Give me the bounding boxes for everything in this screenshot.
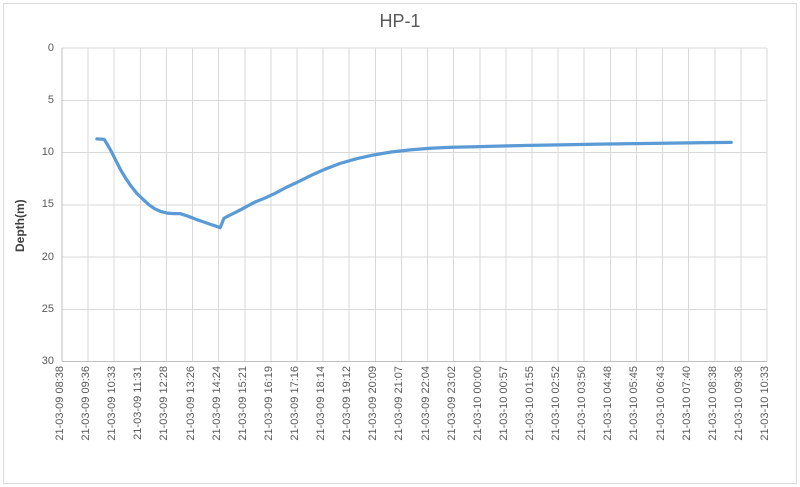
y-tick-label: 30 <box>41 355 54 367</box>
x-tick-label: 21-03-09 09:36 <box>80 366 93 441</box>
x-tick-label: 21-03-09 18:14 <box>315 366 328 441</box>
x-tick-label: 21-03-09 14:24 <box>210 366 223 441</box>
chart-border-frame <box>3 3 797 484</box>
x-tick-label: 21-03-09 08:38 <box>54 366 66 441</box>
y-tick-label: 25 <box>41 302 54 315</box>
y-tick-label: 20 <box>41 250 54 263</box>
x-tick-label: 21-03-09 19:12 <box>341 366 354 441</box>
y-tick-label: 0 <box>47 41 54 54</box>
x-tick-label: 21-03-10 08:38 <box>706 366 719 441</box>
series-line-hp1 <box>95 137 733 230</box>
x-tick-label: 21-03-10 00:57 <box>497 366 510 441</box>
x-tick-label: 21-03-10 09:36 <box>732 366 745 441</box>
x-tick-label: 21-03-10 07:40 <box>680 366 693 441</box>
x-tick-label: 21-03-09 17:16 <box>289 366 301 441</box>
x-tick-label: 21-03-09 11:31 <box>132 366 145 440</box>
x-tick-label: 21-03-09 12:28 <box>158 366 171 441</box>
y-tick-label: 5 <box>47 93 54 106</box>
x-tick-label: 21-03-09 22:04 <box>419 366 432 441</box>
x-tick-label: 21-03-10 00:00 <box>471 366 484 441</box>
x-tick-label: 21-03-09 13:26 <box>184 366 197 441</box>
x-tick-label: 21-03-10 05:45 <box>628 366 641 441</box>
x-tick-label: 21-03-09 23:02 <box>445 366 458 441</box>
x-tick-label: 21-03-10 10:33 <box>759 366 771 441</box>
x-tick-label: 21-03-09 20:09 <box>367 366 380 441</box>
x-tick-label: 21-03-10 03:50 <box>576 366 589 441</box>
y-tick-label: 10 <box>41 146 54 158</box>
chart-title: HP-1 <box>379 11 421 31</box>
x-tick-label: 21-03-09 15:21 <box>236 366 249 441</box>
x-tick-label: 21-03-10 01:55 <box>524 366 536 441</box>
x-tick-label: 21-03-10 04:48 <box>602 366 615 441</box>
x-tick-label: 21-03-09 21:07 <box>393 366 406 441</box>
x-tick-label: 21-03-09 10:33 <box>106 366 119 441</box>
x-tick-label: 21-03-09 16:19 <box>262 366 275 441</box>
x-tick-label: 21-03-10 02:52 <box>550 366 563 441</box>
x-tick-label: 21-03-10 06:43 <box>654 366 667 441</box>
y-tick-label: 15 <box>41 198 54 211</box>
